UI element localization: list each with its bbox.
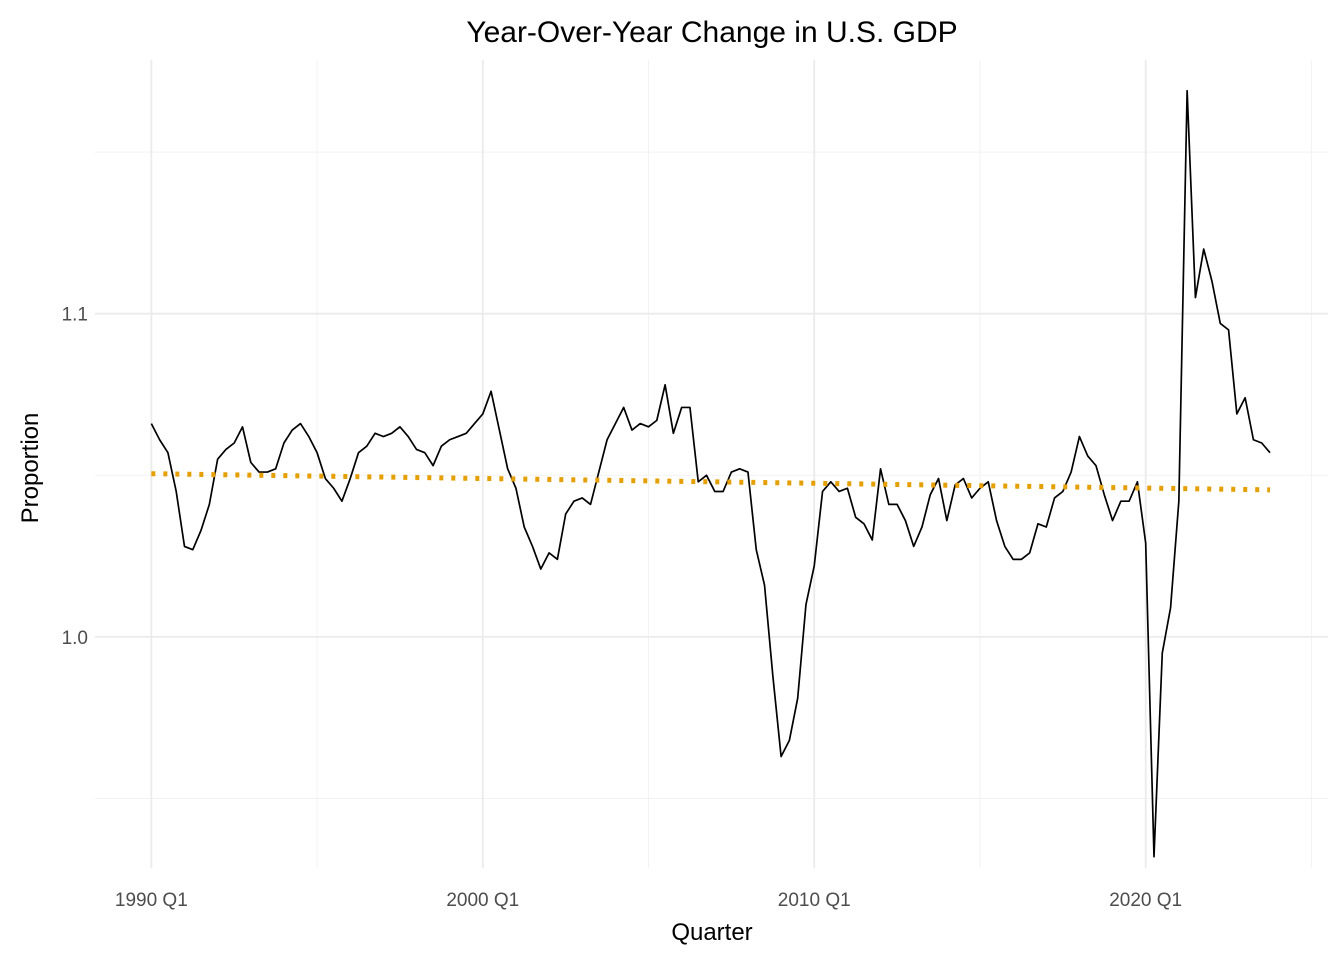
y-axis-title: Proportion [17, 413, 44, 524]
grid [95, 60, 1328, 868]
y-tick-label: 1.0 [62, 628, 88, 649]
x-axis: 1990 Q1 2000 Q1 2010 Q1 2020 Q1 [115, 890, 1182, 911]
y-tick-label: 1.1 [62, 305, 88, 326]
y-axis: 1.0 1.1 [62, 305, 88, 649]
gdp-change-line [150, 89, 1271, 858]
x-tick-label: 2010 Q1 [778, 890, 851, 911]
x-tick-label: 2020 Q1 [1109, 890, 1182, 911]
plot-area [150, 89, 1271, 858]
chart-title: Year-Over-Year Change in U.S. GDP [466, 16, 957, 49]
x-tick-label: 2000 Q1 [446, 890, 519, 911]
x-axis-title: Quarter [671, 919, 752, 946]
x-tick-label: 1990 Q1 [115, 890, 188, 911]
